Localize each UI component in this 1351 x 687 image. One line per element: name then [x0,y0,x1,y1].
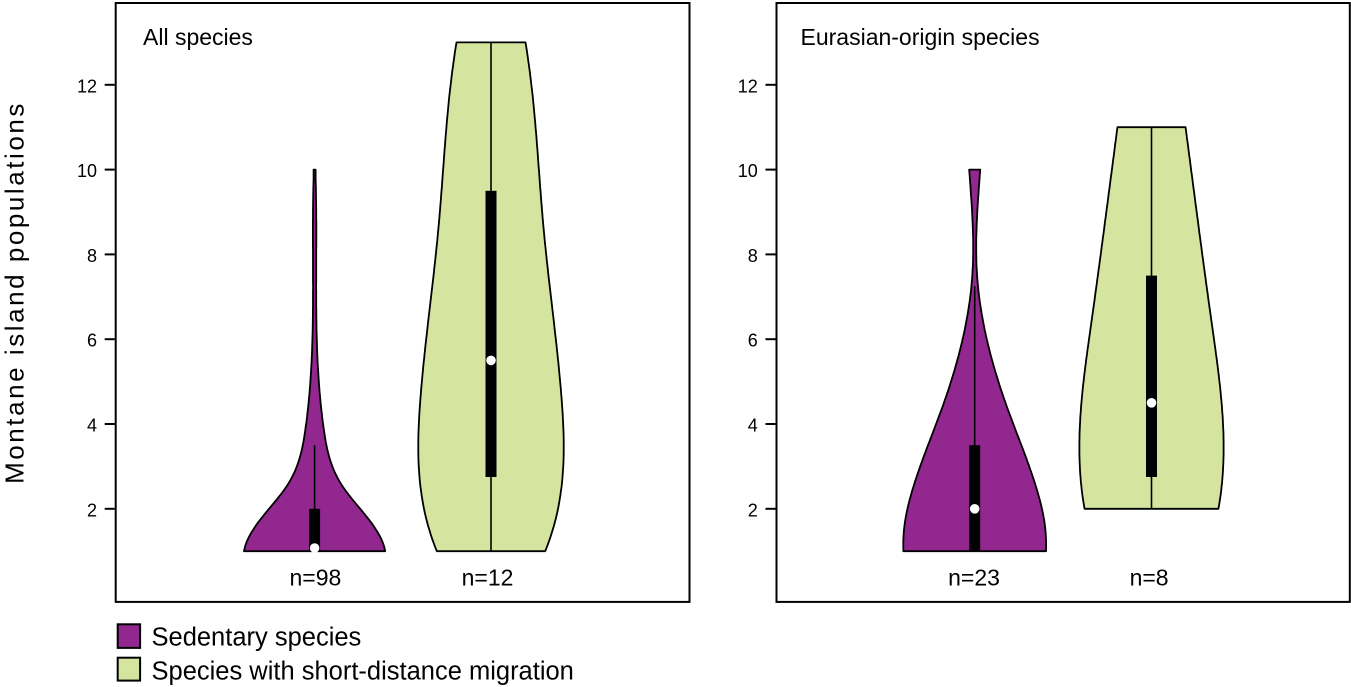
svg-text:2: 2 [87,500,97,520]
svg-text:Species with short-distance mi: Species with short-distance migration [152,658,574,686]
svg-text:8: 8 [87,246,97,266]
svg-text:n=23: n=23 [948,565,1000,591]
svg-text:10: 10 [77,161,97,181]
svg-text:4: 4 [748,416,758,436]
svg-text:n=12: n=12 [462,565,514,591]
svg-text:Montane island populations: Montane island populations [0,101,30,484]
svg-text:8: 8 [748,246,758,266]
svg-text:10: 10 [738,161,758,181]
svg-text:All species: All species [143,24,253,50]
svg-text:2: 2 [748,500,758,520]
svg-text:Sedentary species: Sedentary species [152,624,362,652]
svg-text:4: 4 [87,416,97,436]
svg-text:6: 6 [87,331,97,351]
svg-text:Eurasian-origin species: Eurasian-origin species [801,24,1040,50]
svg-text:n=8: n=8 [1130,565,1169,591]
svg-text:12: 12 [738,76,758,96]
svg-text:6: 6 [748,331,758,351]
svg-text:12: 12 [77,76,97,96]
svg-text:n=98: n=98 [289,565,341,591]
